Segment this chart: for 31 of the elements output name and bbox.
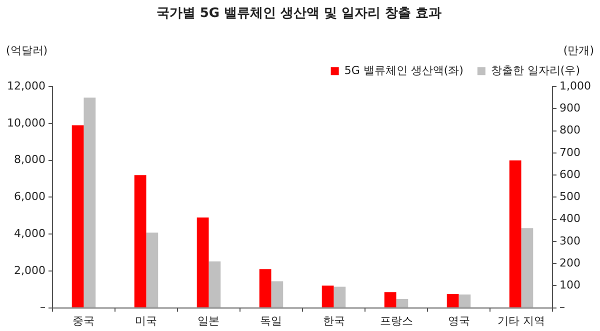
x-tick-label: 한국	[322, 314, 345, 328]
y-tick-label: 10,000	[6, 116, 46, 130]
x-tick-label: 독일	[260, 314, 282, 328]
x-tick-label: 일본	[198, 314, 220, 328]
y2-tick-label: 600	[560, 168, 581, 181]
y2-tick-label: 300	[560, 234, 581, 248]
legend-label: 5G 밸류체인 생산액(좌)	[344, 64, 464, 77]
y2-tick-label: 700	[560, 146, 581, 159]
y2-tick-label: 100	[560, 278, 581, 292]
x-tick-label: 중국	[72, 314, 95, 328]
y-tick-label: 2,000	[14, 264, 46, 277]
y2-tick-label: 400	[560, 212, 581, 226]
x-tick-label: 미국	[135, 314, 158, 328]
y2-tick-label: 200	[560, 256, 581, 270]
legend-label: 창출한 일자리(우)	[490, 64, 580, 77]
y-tick-label: 8,000	[14, 153, 46, 166]
y-tick-label: 6,000	[14, 190, 46, 204]
y2-tick-label: –	[560, 300, 566, 314]
y-tick-label: 12,000	[6, 79, 46, 92]
x-tick-label: 프랑스	[380, 314, 413, 328]
y-tick-label: –	[40, 300, 46, 314]
y-tick-label: 4,000	[14, 226, 46, 240]
y2-tick-label: 800	[560, 124, 581, 137]
y-axis-title: (억달러)	[6, 44, 48, 57]
y2-axis-title: (만개)	[563, 44, 594, 57]
y2-tick-label: 500	[560, 190, 581, 204]
x-tick-label: 기타 지역	[498, 314, 546, 328]
y2-tick-label: 900	[560, 102, 581, 115]
y2-tick-label: 1,000	[560, 79, 592, 92]
x-tick-label: 영국	[448, 314, 470, 328]
chart-title: 국가별 5G 밸류체인 생산액 및 일자리 창출 효과	[156, 6, 442, 22]
